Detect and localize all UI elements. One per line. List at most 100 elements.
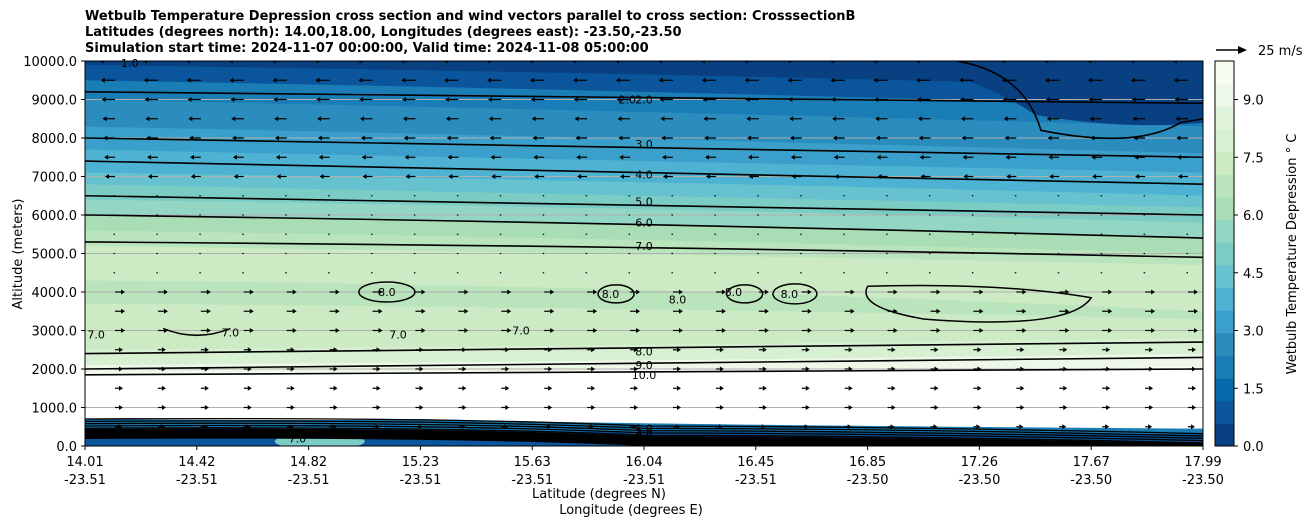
wind-vector-head	[1020, 385, 1025, 391]
wind-vector-head	[959, 77, 964, 83]
wind-vector-head	[505, 405, 510, 410]
wind-vector-head	[805, 366, 810, 372]
contour-labels: 2.02.03.04.05.06.07.08.09.010.07.0 7.0 7.0…	[87, 57, 809, 447]
wind-vector-head	[1022, 289, 1027, 295]
wind-vector-head	[891, 347, 896, 353]
wind-vector-head	[462, 385, 467, 391]
wind-vector-head	[1177, 154, 1182, 160]
wind-vector-head	[289, 424, 294, 430]
x-axis-title-lat: Latitude (degrees N)	[532, 487, 666, 502]
wind-vector-head	[402, 97, 407, 102]
wind-vector-head	[850, 328, 855, 333]
wind-vector-head	[1135, 174, 1140, 179]
wind-vector-head	[402, 116, 407, 122]
wind-vector-head	[633, 424, 638, 430]
wind-vector-head	[831, 97, 836, 102]
colorbar-swatch	[1215, 128, 1234, 153]
x-axis-title-lon: Longitude (degrees E)	[559, 503, 703, 518]
colorbar-tick-label: 6.0	[1243, 209, 1264, 224]
wind-vector-head	[185, 61, 190, 64]
wind-vector-head	[376, 385, 381, 391]
contour-label: 4.0	[635, 169, 653, 182]
wind-vector-head	[419, 405, 424, 410]
wind-vector-head	[893, 308, 898, 314]
wind-vector-head	[617, 116, 622, 122]
wind-vector-head	[832, 116, 837, 122]
wind-vector-head	[376, 405, 381, 410]
wind-vector-head	[1001, 61, 1006, 64]
wind-vector-head	[547, 424, 552, 430]
wind-vector-head	[1089, 116, 1094, 122]
wind-vector-head	[487, 77, 492, 83]
wind-vector-head	[361, 154, 366, 160]
contour-label: 7.0	[289, 432, 307, 445]
contour-label: 1.0	[635, 423, 653, 436]
wind-reference-key: 25 m/s	[1216, 44, 1303, 59]
wind-vector-head	[421, 289, 426, 295]
wind-vector-head	[657, 61, 662, 64]
contour-label: 5.0	[635, 196, 653, 209]
wind-vector-head	[332, 424, 337, 430]
wind-vector-head	[1148, 424, 1153, 430]
wind-vector-head	[504, 424, 509, 430]
wind-vector-head	[833, 154, 838, 160]
wind-vector-head	[963, 174, 968, 179]
wind-vector-head	[658, 77, 663, 83]
wind-vector-head	[1020, 405, 1025, 410]
wind-vector-head	[119, 405, 123, 410]
wind-vector-head	[446, 135, 451, 141]
wind-vector-head	[977, 385, 982, 391]
wind-vector-head	[1149, 385, 1154, 391]
contour-line	[358, 281, 416, 303]
contour-line	[85, 424, 1203, 442]
wind-vector-head	[676, 385, 681, 391]
wind-vector-head	[204, 366, 209, 372]
contour-line	[956, 61, 1203, 140]
colorbar-swatch	[1215, 219, 1234, 243]
wind-vector-head	[335, 308, 340, 314]
contour-label: 8.0	[635, 430, 653, 443]
wind-vector-head	[275, 154, 280, 160]
contour-label: 7.0	[389, 328, 407, 341]
wind-vector-head	[787, 77, 792, 83]
wind-vector-head	[934, 347, 939, 353]
wind-vector-head	[807, 328, 812, 333]
wind-vector-head	[590, 424, 595, 430]
wind-vector-head	[591, 347, 596, 353]
wind-vector-head	[550, 289, 555, 295]
wind-vector-head	[1134, 154, 1139, 160]
wind-vector-head	[187, 97, 192, 102]
wind-vector-head	[100, 77, 105, 83]
wind-vector-head	[273, 97, 278, 102]
wind-vector-head	[375, 424, 380, 430]
wind-vector-head	[719, 405, 724, 410]
wind-vector-head	[830, 77, 835, 83]
wind-vector-head	[204, 347, 209, 353]
wind-vector-head	[161, 405, 166, 410]
contour-label: 9.0	[635, 359, 653, 372]
wind-vector-head	[1149, 347, 1154, 353]
wind-vector-head	[572, 77, 577, 83]
wind-vector-head	[788, 97, 793, 102]
x-tick-label-lon: -23.51	[288, 473, 330, 488]
wind-vector-head	[961, 135, 966, 141]
wind-vector-head	[1062, 424, 1067, 430]
wind-vector-head	[206, 289, 211, 295]
wind-vector-head	[378, 328, 383, 333]
colorbar-tick-label: 7.5	[1243, 151, 1264, 166]
wind-vector-head	[102, 116, 107, 122]
wind-vector-head	[745, 97, 750, 102]
wind-vector-head	[163, 308, 168, 314]
wind-vector-head	[144, 97, 149, 102]
contour-label: 3.0	[686, 434, 704, 447]
wind-vector-head	[891, 366, 896, 372]
y-tick-label: 7000.0	[32, 171, 78, 186]
y-tick-label: 1000.0	[32, 402, 78, 417]
wind-vector-head	[1090, 135, 1095, 141]
colorbar-tick-label: 1.5	[1243, 382, 1264, 397]
wind-vector-head	[461, 424, 466, 430]
x-tick-label-lon: -23.51	[176, 473, 218, 488]
wind-vector-head	[359, 97, 364, 102]
wind-vector-head	[747, 154, 752, 160]
wind-vector-head	[462, 347, 467, 353]
